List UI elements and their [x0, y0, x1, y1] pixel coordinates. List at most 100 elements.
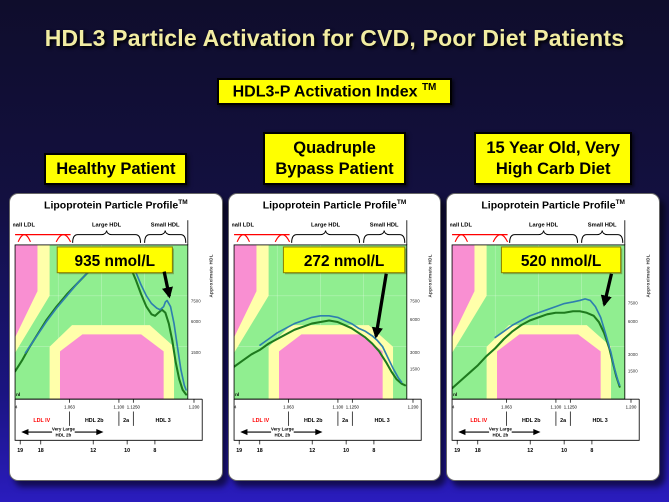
band-label: HDL 2b [304, 418, 323, 424]
x-tick-label: 1.100 [114, 404, 125, 409]
zone-bottom-pink [59, 334, 164, 399]
size-label: 18 [475, 448, 481, 454]
right-axis-tick: 6000 [628, 319, 638, 324]
size-label: 18 [256, 448, 262, 454]
patient-label-line: High Carb Diet [495, 159, 611, 178]
x-tick-label: 1.200 [407, 404, 418, 409]
right-axis-tick: 7500 [191, 298, 201, 303]
size-label: 10 [124, 448, 130, 454]
right-axis-tick: 7500 [628, 300, 638, 305]
chart-svg: Small LDL Large HDL Small HDL nl 935 nmol/L 4… [13, 220, 214, 454]
column-high-carb: 15 Year Old, Very High Carb Diet Lipoprot… [446, 121, 661, 482]
chart-title: Lipoprotein Particle ProfileTM [44, 199, 188, 212]
activation-index-text: HDL3-P Activation Index [232, 83, 418, 101]
size-label: 12 [90, 448, 96, 454]
x-axis: 4 1.063 1.100 1.1250 1.200 LDL IV HDL 2b 2a HDL … [233, 398, 422, 454]
x-tick-label: 1.100 [551, 404, 562, 409]
very-large-label-line1: Very Large [52, 426, 76, 431]
chart-panel-high-carb: Lipoprotein Particle ProfileTM Small LDL… [446, 193, 661, 482]
patient-header-area: 15 Year Old, Very High Carb Diet [446, 121, 660, 186]
zone-left-pink [15, 244, 38, 338]
band-label: LDL IV [471, 418, 488, 424]
zone-bottom-pink [278, 334, 383, 399]
x-tick-label: 1.200 [626, 404, 637, 409]
region-label-small-ldl: Small LDL [232, 222, 254, 228]
region-label-small-hdl: Small HDL [369, 222, 398, 228]
size-label: 19 [455, 448, 461, 454]
x-axis: 4 1.063 1.100 1.1250 1.200 LDL IV HDL 2b 2a HDL … [451, 398, 640, 454]
band-label: HDL 2b [522, 418, 541, 424]
plot-area: nl [233, 244, 407, 400]
right-axis-title: Approximate HDL [427, 254, 432, 297]
subtitle-row: HDL3-P Activation Index TM [0, 78, 669, 106]
left-arrow-icon [239, 428, 248, 435]
band-label: 2a [123, 418, 129, 424]
left-arrow-icon [458, 428, 466, 435]
very-large-hdl-row: Very Large HDL 2b [239, 426, 323, 438]
size-label: 19 [17, 448, 23, 454]
right-axis-title: Approximate HDL [208, 254, 213, 297]
curve-green [233, 319, 406, 387]
band-label: LDL IV [33, 418, 50, 424]
size-label: 18 [38, 448, 44, 454]
very-large-label-line1: Very Large [489, 426, 513, 431]
annotation-box [282, 246, 405, 274]
x-tick-label: 1.1250 [127, 404, 141, 409]
axis-bracket-box [14, 398, 203, 441]
ldl-region-red-brace [452, 233, 509, 242]
large-hdl-brace [290, 230, 360, 243]
x-tick-label: 1.063 [502, 404, 513, 409]
x-tick-partial: 4 [15, 404, 18, 409]
x-tick-label: 1.063 [64, 404, 75, 409]
chart-panel-bypass: Lipoprotein Particle ProfileTM Small LDL… [227, 193, 442, 482]
right-axis-tick: 1500 [410, 366, 420, 371]
chart-title: Lipoprotein Particle ProfileTM [262, 199, 407, 212]
very-large-label-line2: HDL 2b [493, 433, 509, 438]
annotation-arrow [162, 271, 173, 299]
x-tick-partial: 4 [452, 404, 455, 409]
chart-svg: Small LDL Large HDL Small HDL nl 520 nmol/L 4… [450, 220, 651, 454]
right-axis-title: Approximate HDL [646, 254, 651, 297]
right-axis-tick: 3000 [628, 352, 638, 357]
band-label: HDL 2b [85, 418, 104, 424]
band-label: HDL 3 [155, 418, 170, 424]
region-label-small-hdl: Small HDL [588, 222, 617, 228]
size-label: 12 [528, 448, 534, 454]
size-label: 19 [236, 448, 242, 454]
patient-label-high-carb: 15 Year Old, Very High Carb Diet [474, 132, 632, 186]
size-label: 10 [343, 448, 349, 454]
zone-bottom-pink [497, 334, 601, 399]
curve-blue [258, 314, 403, 383]
small-hdl-brace [581, 230, 624, 243]
chart-columns: Healthy Patient Lipoprotein Particle Pro… [0, 121, 669, 482]
size-label: 8 [153, 448, 156, 454]
x-tick-label: 1.200 [189, 404, 200, 409]
band-label: 2a [342, 418, 348, 424]
chart-svg: Small LDL Large HDL Small HDL nl 272 nmol/L 4… [232, 220, 433, 454]
right-axis: Approximate HDL 7500 6000 3000 1500 [410, 254, 433, 371]
right-axis: Approximate HDL 7500 6000 1500 [191, 254, 214, 355]
region-label-large-hdl: Large HDL [92, 222, 122, 228]
patient-header-area: Healthy Patient [9, 121, 223, 186]
slide-title: HDL3 Particle Activation for CVD, Poor D… [44, 25, 625, 51]
very-large-hdl-row: Very Large HDL 2b [21, 426, 104, 438]
activation-index-banner: HDL3-P Activation Index TM [216, 78, 453, 106]
right-arrow-icon [533, 428, 541, 435]
patient-label-line: Quadruple [293, 139, 376, 158]
chart-title-tm: TM [178, 199, 188, 207]
annotation-value: 520 nmol/L [521, 253, 601, 270]
ldl-region-red-brace [15, 233, 72, 242]
ldl-region-red-brace [233, 233, 290, 242]
very-large-label-line2: HDL 2b [56, 433, 72, 438]
band-label: 2a [560, 418, 566, 424]
right-axis: Approximate HDL 7500 6000 3000 1500 [628, 254, 651, 373]
column-bypass: Quadruple Bypass Patient Lipoprotein Part… [227, 121, 442, 482]
column-healthy: Healthy Patient Lipoprotein Particle Pro… [9, 121, 223, 482]
right-axis-tick: 6000 [410, 317, 420, 322]
partial-left-label: nl [453, 392, 457, 397]
small-hdl-brace [362, 230, 405, 243]
annotation: 935 nmol/L [56, 246, 174, 299]
chart-panel-healthy: Lipoprotein Particle ProfileTM Small LDL… [9, 193, 223, 482]
x-tick-label: 1.1250 [564, 404, 578, 409]
